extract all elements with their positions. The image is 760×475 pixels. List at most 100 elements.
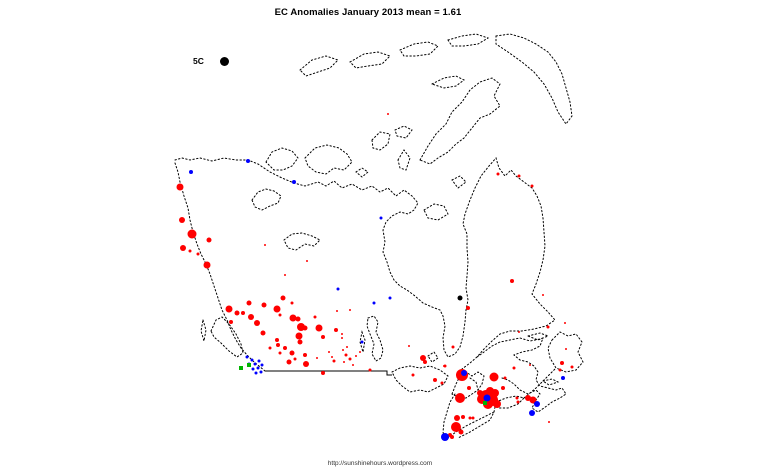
station-dot-red <box>458 429 464 435</box>
station-dot-green <box>247 363 251 367</box>
station-dot-red <box>477 390 483 396</box>
station-dot-red <box>203 261 211 269</box>
station-dot-red <box>420 355 426 361</box>
size-legend: 5C <box>193 56 229 66</box>
station-dot-green <box>239 366 243 370</box>
station-dot-red <box>176 183 184 191</box>
station-dot-red <box>454 415 460 421</box>
station-dot-blue <box>461 370 467 376</box>
station-dot-red <box>341 333 343 335</box>
station-dot-red <box>489 372 499 382</box>
station-dot-red <box>180 245 186 251</box>
station-dot-red <box>273 305 281 313</box>
station-dot-red <box>467 386 471 390</box>
station-dot-red <box>289 350 295 356</box>
station-dot-red <box>517 174 521 178</box>
station-dot-blue <box>483 394 491 402</box>
station-dot-red <box>565 348 567 350</box>
station-dot-red <box>355 355 357 357</box>
station-dot-blue <box>388 296 392 300</box>
station-dot-red <box>188 249 192 253</box>
station-dot-blue <box>561 376 565 380</box>
station-dot-red <box>349 309 351 311</box>
us-border-line <box>265 370 392 376</box>
station-dot-red <box>558 368 562 372</box>
station-dot-red <box>303 361 309 367</box>
station-dot-red <box>344 353 348 357</box>
station-dot-blue <box>246 159 250 163</box>
station-dot-red <box>332 359 336 363</box>
station-dot-red <box>408 345 410 347</box>
station-dot-red <box>515 396 519 400</box>
station-dot-red <box>334 328 338 332</box>
station-dot-red <box>276 343 280 347</box>
station-dot-red <box>321 335 325 339</box>
station-dot-red <box>359 351 361 353</box>
station-dot-red <box>529 396 537 404</box>
station-dot-blue <box>257 359 261 363</box>
station-dot-blue <box>250 358 254 362</box>
station-dot-blue <box>360 340 364 344</box>
station-dot-red <box>503 376 507 380</box>
station-dot-red <box>423 360 427 364</box>
station-dot-red <box>348 357 352 361</box>
station-dot-blue <box>259 370 263 374</box>
station-dot-red <box>234 310 240 316</box>
station-dot-blue <box>260 363 264 367</box>
station-dot-red <box>268 346 272 350</box>
station-dot-blue <box>372 301 376 305</box>
station-dot-red <box>261 302 267 308</box>
station-dot-red <box>260 330 266 336</box>
station-dot-red <box>440 381 444 385</box>
station-dot-red <box>501 386 505 390</box>
station-dot-red <box>289 314 297 322</box>
station-dot-red <box>443 364 447 368</box>
station-dot-red <box>518 331 520 333</box>
station-dot-red <box>328 351 330 353</box>
station-dot-red <box>336 310 338 312</box>
station-dot-red <box>275 338 279 342</box>
station-dot-blue <box>529 410 535 416</box>
station-dot-red <box>493 400 501 408</box>
station-dot-red <box>313 315 317 319</box>
station-dot-red <box>548 421 550 423</box>
station-dot-red <box>451 345 455 349</box>
station-dot-red <box>496 172 500 176</box>
station-dot-red <box>206 237 212 243</box>
station-dot-red <box>368 368 372 372</box>
station-dot-red <box>290 301 294 305</box>
station-dot-red <box>461 415 465 419</box>
station-dot-blue <box>534 401 540 407</box>
station-dot-blue <box>251 367 255 371</box>
station-dot-red <box>560 361 564 365</box>
station-dot-red <box>471 416 475 420</box>
station-dot-red <box>525 395 531 401</box>
station-dot-blue <box>189 170 193 174</box>
station-dot-blue <box>336 287 340 291</box>
station-dot-blue <box>292 180 296 184</box>
station-dot-red <box>278 313 282 317</box>
station-dot-red <box>295 332 303 340</box>
station-dot-red <box>433 378 437 382</box>
station-dot-red <box>248 314 254 320</box>
station-dot-red <box>331 356 333 358</box>
station-dot-red <box>225 305 233 313</box>
station-dot-red <box>450 435 454 439</box>
station-dot-red <box>284 274 286 276</box>
station-dot-blue <box>253 362 257 366</box>
station-dot-red <box>510 279 514 283</box>
legend-dot-icon <box>219 56 229 66</box>
station-dot-red <box>264 244 266 246</box>
station-dot-red <box>529 364 531 366</box>
station-dot-red <box>530 184 534 188</box>
station-dot-red <box>306 260 308 262</box>
station-dot-red <box>542 294 544 296</box>
station-dot-red <box>468 416 472 420</box>
station-dot-red <box>315 324 323 332</box>
station-dot-red <box>187 229 197 239</box>
watermark-url: http://sunshinehours.wordpress.com <box>327 460 433 467</box>
station-dot-red <box>286 359 292 365</box>
station-dot-blue <box>256 366 260 370</box>
